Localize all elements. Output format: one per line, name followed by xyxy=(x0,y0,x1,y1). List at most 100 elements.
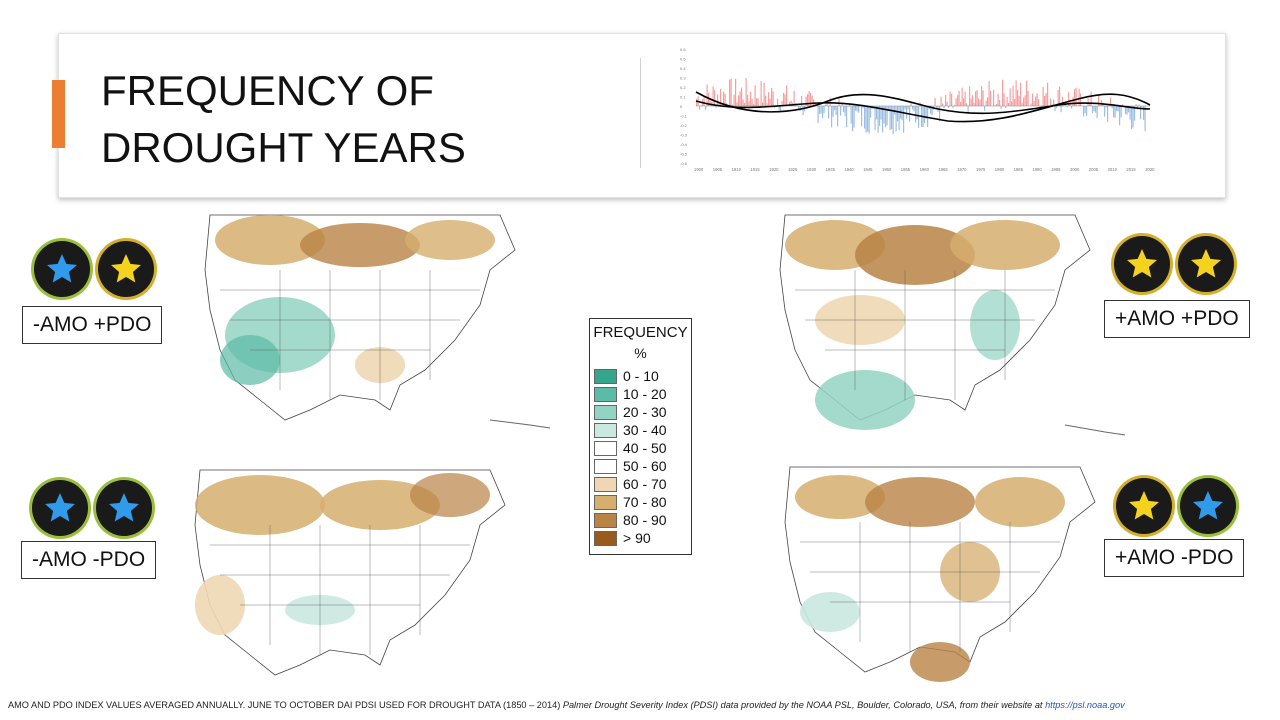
index-bar xyxy=(762,102,764,106)
footer-source-link[interactable]: https://psl.noaa.gov xyxy=(1045,700,1125,710)
y-tick-label: -0.4 xyxy=(680,142,688,147)
index-bar xyxy=(1047,82,1049,106)
legend-label: 40 - 50 xyxy=(623,440,667,456)
index-bar xyxy=(895,106,897,132)
index-bar xyxy=(739,91,741,106)
index-bar xyxy=(897,106,899,122)
index-bar xyxy=(747,94,749,106)
index-bar xyxy=(861,106,863,127)
index-bar xyxy=(748,101,750,106)
index-bar xyxy=(993,89,995,106)
index-bar xyxy=(990,90,992,106)
index-bar xyxy=(939,106,941,122)
legend-label: 30 - 40 xyxy=(623,422,667,438)
legend-item: 60 - 70 xyxy=(594,475,691,493)
index-bar xyxy=(910,103,912,106)
index-bar xyxy=(1033,101,1035,106)
index-bar xyxy=(1072,96,1074,106)
index-bar xyxy=(721,104,723,106)
index-bar xyxy=(1075,87,1077,106)
x-tick-label: 1915 xyxy=(750,167,760,172)
index-bar xyxy=(1084,106,1086,114)
legend-label: 60 - 70 xyxy=(623,476,667,492)
header-divider xyxy=(640,58,641,168)
index-bar xyxy=(888,106,890,111)
index-bar xyxy=(1120,106,1122,118)
x-tick-label: 2005 xyxy=(1089,167,1099,172)
index-bar xyxy=(997,93,999,106)
y-tick-label: 0.3 xyxy=(680,76,686,81)
index-bar xyxy=(843,106,845,113)
index-bar xyxy=(793,90,795,106)
index-bar xyxy=(1063,105,1065,106)
index-bar xyxy=(1009,88,1011,106)
legend-item: 20 - 30 xyxy=(594,403,691,421)
index-bar xyxy=(1117,106,1119,112)
y-tick-label: 0.6 xyxy=(680,47,686,52)
index-bar xyxy=(709,98,711,106)
index-bar xyxy=(1003,93,1005,106)
badge-row-top-right xyxy=(1114,236,1234,292)
index-bar xyxy=(1059,86,1061,106)
legend-item: 70 - 80 xyxy=(594,493,691,511)
legend-item: 80 - 90 xyxy=(594,511,691,529)
x-tick-label: 1945 xyxy=(863,167,873,172)
blue-star-icon xyxy=(1180,478,1236,534)
index-bar xyxy=(883,106,885,124)
index-bar xyxy=(817,106,819,123)
index-bar xyxy=(1104,106,1106,117)
index-bar xyxy=(754,85,756,106)
x-tick-label: 1975 xyxy=(976,167,986,172)
index-bar xyxy=(1114,106,1116,118)
index-bar xyxy=(874,106,876,131)
label-pos-amo-neg-pdo: +AMO -PDO xyxy=(1104,539,1245,577)
legend-item: 30 - 40 xyxy=(594,421,691,439)
index-bar xyxy=(736,102,738,106)
x-tick-label: 1900 xyxy=(694,167,704,172)
label-neg-amo-pos-pdo: -AMO +PDO xyxy=(22,306,163,344)
index-bar xyxy=(1089,102,1091,106)
index-bar xyxy=(1074,89,1076,106)
index-bar xyxy=(1005,106,1007,108)
y-tick-label: 0.4 xyxy=(680,66,686,71)
index-bar xyxy=(771,87,773,106)
legend-swatch xyxy=(594,476,617,492)
index-bar xyxy=(837,106,839,127)
index-bar xyxy=(1119,106,1121,126)
index-bar xyxy=(885,106,887,128)
index-bar xyxy=(1054,106,1056,111)
index-bar xyxy=(783,92,785,106)
index-bar xyxy=(712,86,714,106)
index-bar xyxy=(757,98,759,106)
index-bar xyxy=(931,106,933,116)
x-tick-label: 2015 xyxy=(1126,167,1136,172)
index-bar xyxy=(1143,106,1145,120)
index-bar xyxy=(741,87,743,106)
index-bar xyxy=(1044,95,1046,106)
index-bar xyxy=(1086,106,1088,116)
index-bar xyxy=(789,101,791,106)
index-bar xyxy=(772,91,774,106)
index-bar xyxy=(1122,104,1124,106)
index-bar xyxy=(1099,104,1101,106)
index-bar xyxy=(1096,106,1098,119)
index-bar xyxy=(769,98,771,106)
blue-star-icon xyxy=(96,480,152,536)
index-bar xyxy=(948,106,950,108)
index-bar xyxy=(847,106,849,107)
index-bar xyxy=(882,106,884,133)
index-bar xyxy=(934,98,936,106)
index-bar xyxy=(924,106,926,124)
index-bar xyxy=(1014,98,1016,106)
index-bar xyxy=(987,97,989,106)
index-bar xyxy=(756,98,758,106)
legend-item: > 90 xyxy=(594,529,691,547)
index-bar xyxy=(1035,96,1037,106)
footer-main-text: AMO AND PDO INDEX VALUES AVERAGED ANNUAL… xyxy=(8,700,561,710)
index-bar xyxy=(907,106,909,110)
index-bar xyxy=(738,95,740,106)
y-tick-label: 0.2 xyxy=(680,85,686,90)
index-bar xyxy=(801,95,803,106)
index-bar xyxy=(906,106,908,119)
index-bar xyxy=(1134,106,1136,121)
